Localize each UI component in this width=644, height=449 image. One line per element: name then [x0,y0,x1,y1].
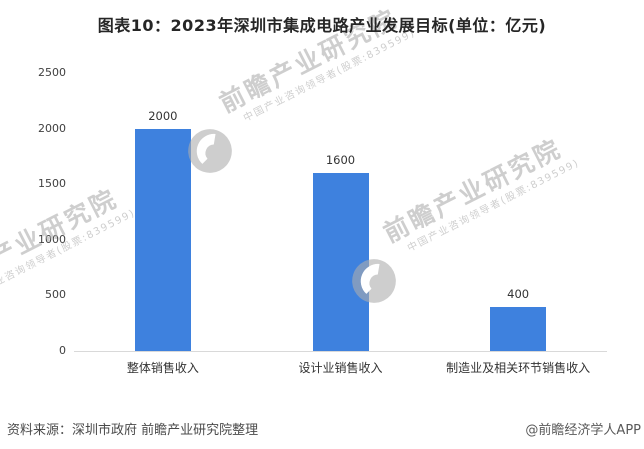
watermark: 前瞻产业研究院中国产业咨询领导者(股票:839599) [0,183,151,363]
watermark-slogan-text: 中国产业咨询领导者(股票:839599) [0,57,2,155]
x-axis-category-label: 设计业销售收入 [298,361,383,375]
y-axis-tick-label: 1500 [38,177,66,191]
chart-title: 图表10：2023年深圳市集成电路产业发展目标(单位：亿元) [97,16,547,35]
x-axis-category-label: 制造业及相关环节销售收入 [446,361,591,375]
bar-value-label: 1600 [325,153,356,168]
x-axis-category-label: 整体销售收入 [126,361,199,375]
y-axis-tick-label: 0 [59,344,66,357]
watermark-brand-text: 前瞻产业研究院 [378,132,567,248]
bar-value-label: 400 [507,286,530,301]
y-axis-tick-label: 2500 [38,66,66,79]
watermark: 前瞻产业研究院中国产业咨询领导者(股票:839599) [179,3,432,183]
bar [312,173,369,351]
watermark-slogan-text: 中国产业咨询领导者(股票:839599) [405,157,582,254]
credit-note: @前瞻经济学人APP [525,423,641,438]
x-axis-line [74,351,607,352]
bar [134,128,191,351]
y-axis-tick-label: 2000 [38,121,66,135]
watermark-slogan-text: 中国产业咨询领导者(股票:839599) [241,27,418,124]
bar [490,306,547,351]
y-axis-tick-label: 1000 [38,232,66,246]
bar-value-label: 2000 [148,108,178,123]
watermark: 前瞻产业研究院中国产业咨询领导者(股票:839599) [343,133,596,313]
y-axis-tick-label: 500 [45,288,66,302]
source-note: 资料来源：深圳市政府 前瞻产业研究院整理 [7,423,259,438]
